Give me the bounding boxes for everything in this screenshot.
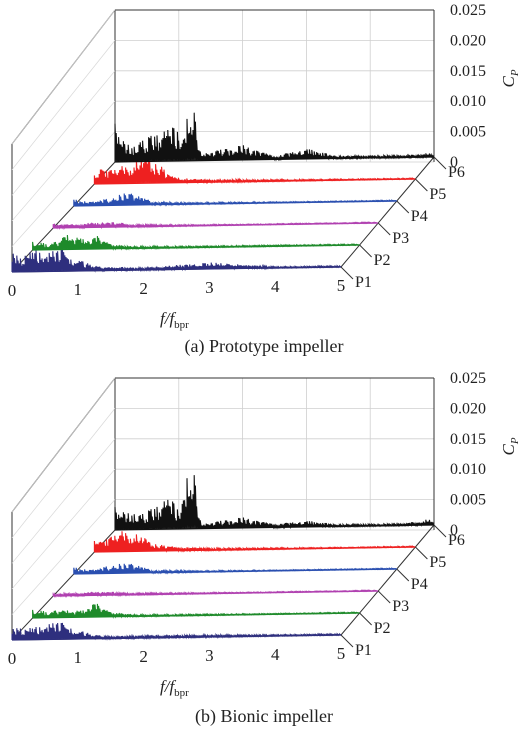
z-tick-label: 0.015 — [450, 431, 486, 448]
series-label: P3 — [392, 230, 409, 247]
x-tick-label: 1 — [74, 648, 83, 667]
x-tick-label: 3 — [205, 278, 214, 297]
series-label: P2 — [374, 620, 391, 637]
series-connector — [396, 200, 410, 214]
series-connector — [340, 634, 354, 648]
x-tick-label: 5 — [337, 644, 346, 663]
z-tick-label: 0.020 — [450, 32, 486, 49]
x-tick-label: 4 — [271, 277, 280, 296]
axis-line — [340, 524, 435, 636]
grid-line — [11, 9, 116, 145]
x-tick-label: 0 — [8, 281, 17, 300]
x-tick-label: 2 — [139, 647, 148, 666]
chart-caption: (b) Bionic impeller — [195, 706, 333, 727]
x-axis-label: f/fbpr — [160, 677, 189, 699]
series-connector — [396, 568, 410, 582]
series-connector — [377, 222, 391, 236]
series-label: P3 — [392, 598, 409, 615]
series-label: P1 — [355, 642, 372, 659]
z-tick-label: 0.005 — [450, 124, 486, 141]
series-label: P6 — [448, 164, 465, 181]
series-baseline-P2 — [32, 244, 360, 251]
series-baseline-P3 — [53, 590, 379, 597]
x-tick-label: 0 — [8, 649, 17, 668]
z-tick-label: 0.020 — [450, 400, 486, 417]
series-connector — [359, 244, 372, 258]
grid-line — [11, 131, 116, 247]
series-connector — [433, 524, 447, 538]
grid-line — [11, 70, 116, 196]
series-baseline-P2 — [32, 612, 360, 619]
x-axis-label: f/fbpr — [160, 309, 189, 331]
series-label: P5 — [429, 554, 446, 571]
series-connector — [415, 546, 428, 560]
series-label: P1 — [355, 274, 372, 291]
axis-line — [340, 156, 435, 268]
chart-caption: (a) Prototype impeller — [185, 336, 344, 357]
series-connector — [433, 156, 447, 170]
x-tick-label: 5 — [337, 276, 346, 295]
series-baseline-P5 — [94, 178, 416, 185]
series-line-P4 — [73, 563, 398, 575]
grid-line — [11, 100, 116, 222]
series-label: P5 — [429, 186, 446, 203]
x-axis-label-sub: bpr — [174, 687, 189, 699]
z-axis-label-sub: P — [509, 437, 521, 445]
z-axis-label: CP — [499, 437, 521, 455]
series-line-P1 — [11, 248, 342, 273]
z-tick-label: 0.010 — [450, 461, 486, 478]
series-label: P4 — [411, 208, 428, 225]
z-tick-label: 0.005 — [450, 492, 486, 509]
series-line-P5 — [93, 531, 416, 553]
z-tick-label: 0.015 — [450, 63, 486, 80]
series-label: P4 — [411, 576, 428, 593]
series-baseline-P3 — [53, 222, 379, 229]
series-label: P6 — [448, 532, 465, 549]
grid-line — [11, 408, 116, 538]
z-axis-label-sub: P — [509, 69, 521, 77]
grid-line — [11, 499, 116, 615]
series-baseline-P1 — [11, 266, 342, 273]
series-connector — [415, 178, 428, 192]
series-baseline-P4 — [73, 568, 397, 575]
x-tick-label: 4 — [271, 645, 280, 664]
x-tick-label: 2 — [139, 279, 148, 298]
chart-2: 0 0.005 0.010 0.015 0.020 0.025 CP 0 1 2 3 4 5 f/fbpr… — [8, 370, 521, 727]
z-tick-label: 0.025 — [450, 2, 486, 19]
series-baseline-P5 — [94, 546, 416, 553]
series-baseline-P1 — [11, 634, 342, 641]
series-line-P1 — [11, 622, 342, 641]
grid-line — [11, 377, 116, 513]
z-tick-label: 0.010 — [450, 93, 486, 110]
grid-line — [11, 438, 116, 564]
z-tick-label: 0.025 — [450, 370, 486, 387]
grid-line — [11, 468, 116, 590]
series-connector — [377, 590, 391, 604]
z-tick-label: 0 — [450, 154, 458, 171]
z-tick-label: 0 — [450, 522, 458, 539]
series-baseline-P6 — [114, 156, 435, 163]
z-axis-label: CP — [499, 69, 521, 87]
x-tick-label: 3 — [205, 646, 214, 665]
series-connector — [359, 612, 372, 626]
x-tick-label: 1 — [74, 280, 83, 299]
series-label: P2 — [374, 252, 391, 269]
series-line-P4 — [73, 193, 398, 207]
series-baseline-P6 — [114, 524, 435, 531]
series-connector — [340, 266, 354, 280]
chart-1: 0 0.005 0.010 0.015 0.020 0.025 CP 0 1 2 3 4 5 f/fbpr… — [8, 2, 521, 357]
grid-line — [11, 40, 116, 170]
series-baseline-P4 — [73, 200, 397, 207]
x-axis-label-sub: bpr — [174, 319, 189, 331]
series-line-P6 — [114, 112, 434, 163]
series-line-P6 — [114, 475, 434, 531]
